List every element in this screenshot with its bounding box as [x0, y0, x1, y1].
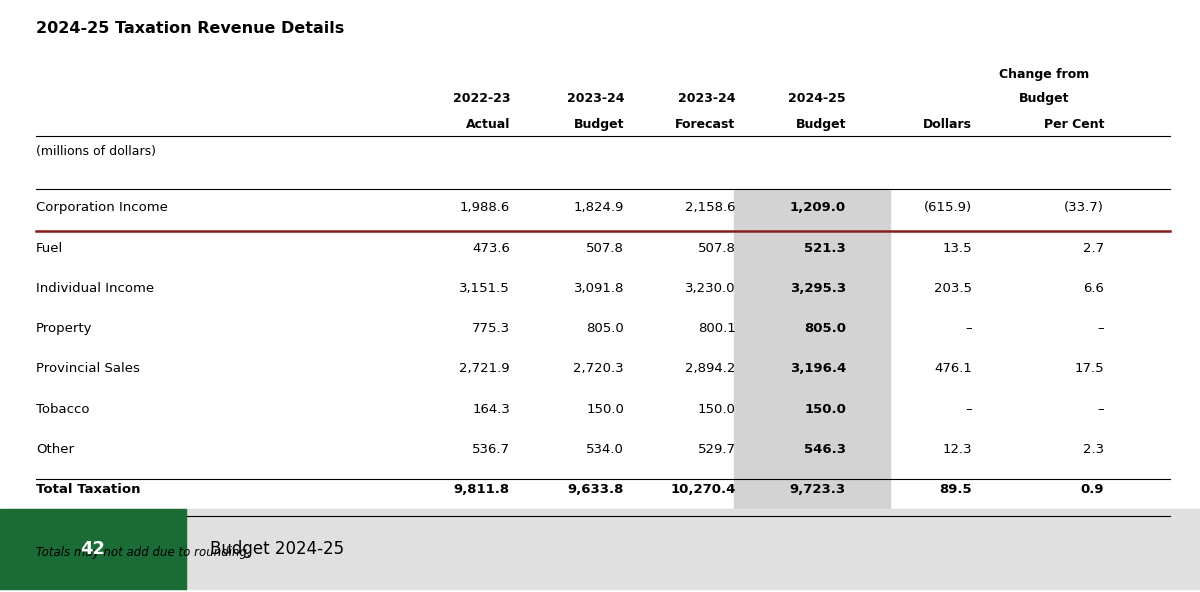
Text: 2,894.2: 2,894.2	[685, 362, 736, 375]
Text: 476.1: 476.1	[934, 362, 972, 375]
Text: 150.0: 150.0	[586, 403, 624, 416]
Text: 2024-25: 2024-25	[788, 92, 846, 105]
Text: Forecast: Forecast	[676, 118, 736, 131]
Text: 42: 42	[80, 540, 106, 558]
Text: 2024-25 Taxation Revenue Details: 2024-25 Taxation Revenue Details	[36, 21, 344, 36]
Text: Budget: Budget	[574, 118, 624, 131]
Bar	[734, 189, 890, 530]
Text: 800.1: 800.1	[698, 322, 736, 335]
Text: 507.8: 507.8	[586, 242, 624, 255]
Text: 2.7: 2.7	[1082, 242, 1104, 255]
Text: 9,723.3: 9,723.3	[790, 483, 846, 496]
Text: Individual Income: Individual Income	[36, 282, 154, 295]
Text: 805.0: 805.0	[804, 322, 846, 335]
Bar	[0, 509, 1200, 589]
Text: Corporation Income: Corporation Income	[36, 201, 168, 214]
Text: Change from: Change from	[998, 68, 1090, 81]
Text: 203.5: 203.5	[934, 282, 972, 295]
Text: Property: Property	[36, 322, 92, 335]
Text: 2023-24: 2023-24	[678, 92, 736, 105]
Text: 1,988.6: 1,988.6	[460, 201, 510, 214]
Text: (615.9): (615.9)	[924, 201, 972, 214]
Text: 3,091.8: 3,091.8	[574, 282, 624, 295]
Text: 805.0: 805.0	[587, 322, 624, 335]
Text: 6.6: 6.6	[1084, 282, 1104, 295]
Text: (33.7): (33.7)	[1064, 201, 1104, 214]
Bar	[0, 509, 186, 589]
Text: 2.3: 2.3	[1082, 443, 1104, 456]
Text: 546.3: 546.3	[804, 443, 846, 456]
Text: 534.0: 534.0	[586, 443, 624, 456]
Text: 521.3: 521.3	[804, 242, 846, 255]
Text: 2,720.3: 2,720.3	[574, 362, 624, 375]
Text: Fuel: Fuel	[36, 242, 64, 255]
Text: 150.0: 150.0	[804, 403, 846, 416]
Text: 1,824.9: 1,824.9	[574, 201, 624, 214]
Text: Other: Other	[36, 443, 74, 456]
Text: 17.5: 17.5	[1074, 362, 1104, 375]
Text: Actual: Actual	[466, 118, 510, 131]
Text: 13.5: 13.5	[942, 242, 972, 255]
Text: –: –	[965, 403, 972, 416]
Text: 2,158.6: 2,158.6	[685, 201, 736, 214]
Text: 89.5: 89.5	[940, 483, 972, 496]
Text: –: –	[1097, 403, 1104, 416]
Text: (millions of dollars): (millions of dollars)	[36, 145, 156, 158]
Text: 473.6: 473.6	[472, 242, 510, 255]
Text: 775.3: 775.3	[472, 322, 510, 335]
Text: 0.9: 0.9	[1080, 483, 1104, 496]
Text: 3,196.4: 3,196.4	[790, 362, 846, 375]
Text: 3,151.5: 3,151.5	[460, 282, 510, 295]
Text: –: –	[965, 322, 972, 335]
Text: 2022-23: 2022-23	[452, 92, 510, 105]
Text: Provincial Sales: Provincial Sales	[36, 362, 140, 375]
Text: 9,811.8: 9,811.8	[454, 483, 510, 496]
Text: Budget: Budget	[1019, 92, 1069, 105]
Text: –: –	[1097, 322, 1104, 335]
Text: 10,270.4: 10,270.4	[671, 483, 736, 496]
Text: 536.7: 536.7	[472, 443, 510, 456]
Text: 12.3: 12.3	[942, 443, 972, 456]
Text: 164.3: 164.3	[472, 403, 510, 416]
Text: 150.0: 150.0	[697, 403, 736, 416]
Text: Dollars: Dollars	[923, 118, 972, 131]
Text: Budget: Budget	[796, 118, 846, 131]
Text: 507.8: 507.8	[697, 242, 736, 255]
Text: Totals may not add due to rounding.: Totals may not add due to rounding.	[36, 546, 251, 559]
Text: 9,633.8: 9,633.8	[568, 483, 624, 496]
Text: 529.7: 529.7	[697, 443, 736, 456]
Text: 2,721.9: 2,721.9	[460, 362, 510, 375]
Text: Total Taxation: Total Taxation	[36, 483, 140, 496]
Text: 1,209.0: 1,209.0	[790, 201, 846, 214]
Text: Tobacco: Tobacco	[36, 403, 90, 416]
Text: Budget 2024-25: Budget 2024-25	[210, 540, 344, 558]
Text: 3,230.0: 3,230.0	[685, 282, 736, 295]
Text: 2023-24: 2023-24	[566, 92, 624, 105]
Text: 3,295.3: 3,295.3	[790, 282, 846, 295]
Text: Per Cent: Per Cent	[1044, 118, 1104, 131]
